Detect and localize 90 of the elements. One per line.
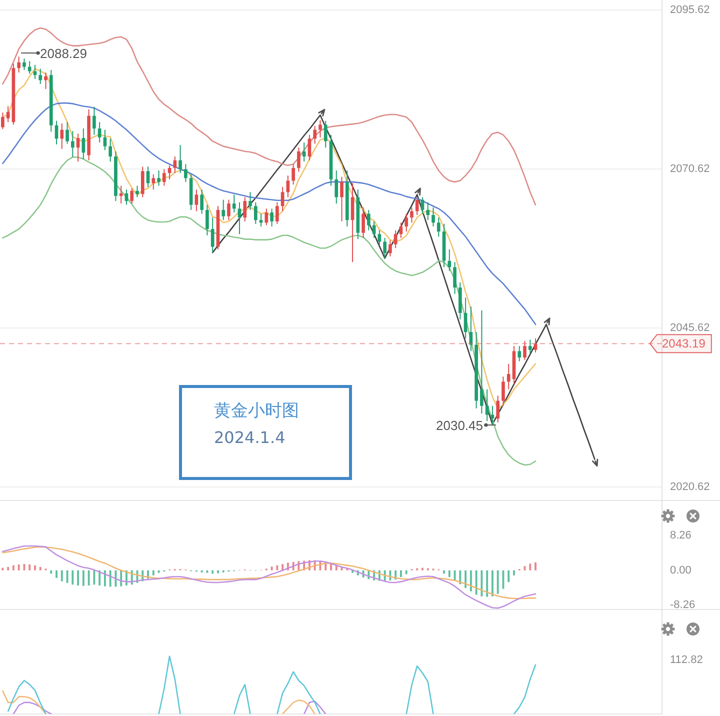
annotation: 2024.1.4 <box>214 428 286 448</box>
candlestick <box>372 220 376 238</box>
candlestick <box>388 240 392 257</box>
candlestick <box>130 188 134 204</box>
candlestick <box>518 346 522 362</box>
candlestick <box>162 168 166 186</box>
candlestick <box>44 72 48 90</box>
candlestick <box>318 120 322 138</box>
candlestick <box>350 182 354 263</box>
candlestick <box>200 189 204 214</box>
candlestick <box>280 186 284 212</box>
candlestick <box>70 130 74 158</box>
candlestick <box>243 196 247 222</box>
candlestick <box>254 202 258 224</box>
candlestick <box>448 248 452 272</box>
annotation: 2088.29 <box>40 46 87 61</box>
candlestick <box>394 230 398 249</box>
candlestick <box>270 208 274 227</box>
candlestick <box>292 164 295 185</box>
y-tick-label: 2045.62 <box>670 322 710 334</box>
candlestick <box>108 138 112 162</box>
candlestick <box>33 64 37 80</box>
candlestick <box>453 262 456 294</box>
candlestick <box>66 122 69 144</box>
candlestick <box>206 204 209 236</box>
y-tick-label: -8.26 <box>670 599 696 612</box>
candlestick <box>469 306 473 352</box>
candlestick <box>98 122 102 143</box>
candlestick <box>238 202 242 235</box>
candlestick <box>119 185 123 204</box>
candlestick <box>17 56 21 74</box>
candlestick <box>152 174 156 190</box>
candlestick <box>340 176 344 222</box>
candlestick <box>502 376 505 406</box>
y-tick-label: 0.00 <box>670 564 692 576</box>
y-tick-label: 8.26 <box>670 530 692 542</box>
candlestick <box>506 363 510 390</box>
candlestick <box>248 192 252 210</box>
y-tick-label: 2070.62 <box>670 163 710 176</box>
candlestick <box>383 237 386 259</box>
candlestick <box>38 68 42 84</box>
candlestick <box>140 166 144 198</box>
ref-line-label: 2043.19 <box>662 336 706 350</box>
candlestick <box>302 142 306 162</box>
candlestick <box>157 170 160 186</box>
candlestick <box>534 338 538 353</box>
candlestick <box>22 58 26 70</box>
text-box: 黄金小时图 2024.1.4 <box>179 385 352 480</box>
candlestick <box>410 206 414 224</box>
candlestick <box>308 134 312 161</box>
candlestick <box>485 388 489 422</box>
candlestick <box>210 217 214 254</box>
candlestick <box>334 170 338 204</box>
candlestick <box>264 208 268 226</box>
annotation: 黄金小时图 <box>214 401 299 422</box>
y-tick-label: 2020.62 <box>670 481 710 494</box>
candlestick <box>28 60 32 74</box>
candlestick <box>436 217 440 238</box>
annotation: 2030.45 <box>436 418 483 433</box>
candlestick <box>92 106 96 136</box>
candlestick <box>76 133 80 162</box>
candlestick <box>324 120 328 148</box>
candlestick <box>480 310 484 414</box>
candlestick <box>297 147 300 172</box>
candlestick <box>222 199 226 221</box>
candlestick <box>1 112 4 130</box>
candlestick <box>523 340 526 361</box>
candlestick <box>136 185 139 198</box>
candlestick <box>286 175 290 198</box>
candlestick <box>313 125 317 144</box>
candlestick <box>420 196 424 214</box>
candlestick <box>232 194 236 213</box>
candlestick <box>404 213 408 232</box>
candlestick <box>367 209 370 231</box>
text: 112.82 <box>670 654 703 667</box>
candlestick <box>227 199 230 221</box>
candlestick <box>103 129 107 151</box>
candlestick <box>184 164 188 182</box>
candlestick <box>426 202 430 221</box>
candlestick <box>415 198 419 216</box>
candlestick <box>194 189 198 212</box>
candlestick <box>362 206 365 238</box>
candlestick <box>528 339 532 354</box>
candlestick <box>6 106 10 123</box>
candlestick <box>178 144 182 174</box>
candlestick <box>60 122 64 150</box>
candlestick <box>276 202 279 224</box>
y-tick-label: 2095.62 <box>670 4 710 16</box>
candlestick <box>432 206 435 227</box>
candlestick <box>496 395 500 423</box>
